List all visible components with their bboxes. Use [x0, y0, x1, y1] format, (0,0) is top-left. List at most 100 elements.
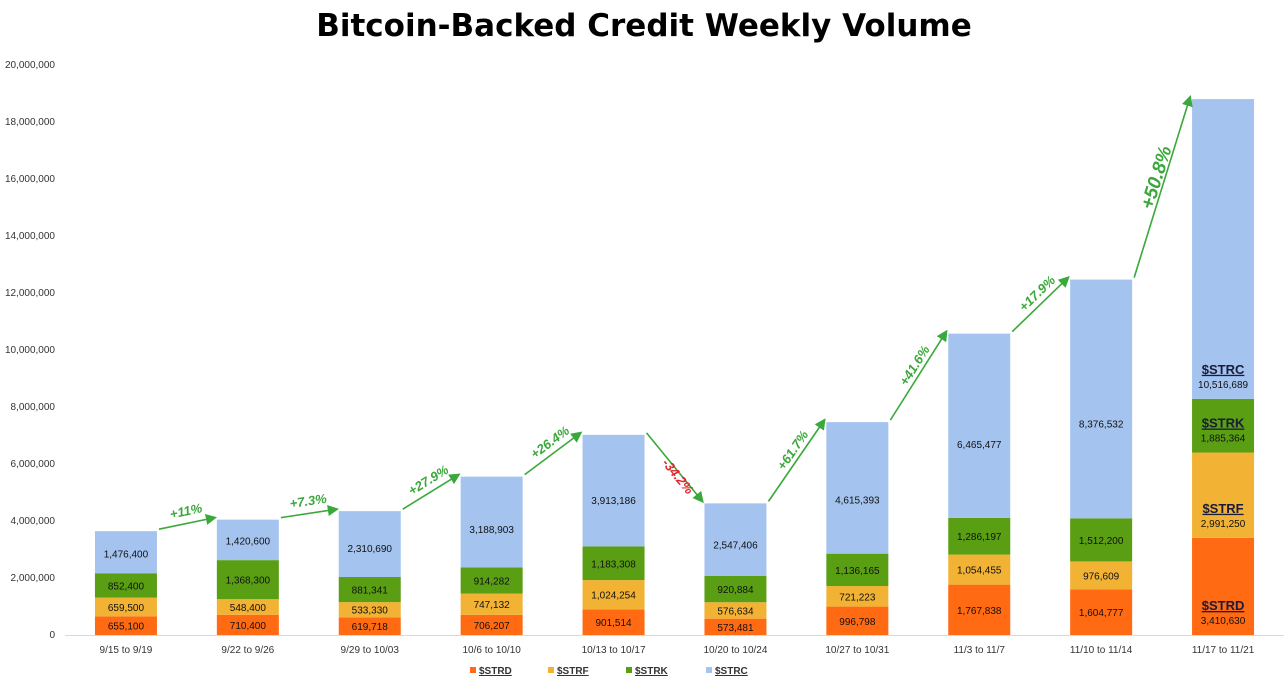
bar-segment-strk[interactable] — [826, 553, 889, 587]
data-label: 1,024,254 — [591, 591, 636, 602]
growth-arrow — [1133, 94, 1193, 278]
bar-segment-strd[interactable] — [216, 614, 279, 635]
y-tick-label: 14,000,000 — [5, 231, 55, 242]
growth-arrow — [767, 418, 826, 502]
bar-segment-strf[interactable] — [826, 586, 889, 607]
y-tick-label: 10,000,000 — [5, 345, 55, 356]
data-label: 10,516,689 — [1198, 380, 1248, 391]
data-label: 914,282 — [474, 577, 511, 588]
bar-segment-strc[interactable] — [460, 476, 523, 568]
legend: $STRD $STRF $STRK $STRC — [470, 666, 748, 677]
bar-segment-strf[interactable] — [582, 580, 645, 610]
data-label: 1,136,165 — [835, 566, 880, 577]
bar-segment-strd[interactable] — [94, 616, 157, 635]
chart-title: Bitcoin-Backed Credit Weekly Volume — [316, 8, 972, 44]
data-label: 706,207 — [474, 621, 511, 632]
bar-segment-strk[interactable] — [94, 573, 157, 598]
x-tick-label: 10/6 to 10/10 — [462, 645, 521, 656]
bar-segment-strc[interactable] — [704, 503, 767, 576]
bar-segment-strd[interactable] — [338, 617, 401, 635]
data-label: 655,100 — [108, 622, 145, 633]
y-tick-label: 0 — [49, 630, 55, 641]
legend-item: $STRC — [715, 666, 748, 677]
bar-segment-strf[interactable] — [460, 593, 523, 615]
bar-segment-strf[interactable] — [1192, 452, 1255, 538]
x-tick-label: 9/29 to 10/03 — [341, 645, 400, 656]
x-tick-label: 11/17 to 11/21 — [1192, 645, 1255, 656]
data-label: 576,634 — [717, 606, 754, 617]
y-tick-label: 20,000,000 — [5, 60, 55, 71]
data-label: 1,476,400 — [104, 549, 149, 560]
data-label: 548,400 — [230, 603, 267, 614]
data-label: 1,512,200 — [1079, 536, 1124, 547]
x-tick-label: 9/15 to 9/19 — [100, 645, 153, 656]
data-label: 619,718 — [352, 622, 389, 633]
bar-segment-strf[interactable] — [704, 602, 767, 619]
bar-segment-strf[interactable] — [94, 597, 157, 617]
bar-segment-strc[interactable] — [216, 519, 279, 561]
data-label: 1,368,300 — [226, 576, 271, 587]
bar-segment-strk[interactable] — [1192, 398, 1255, 453]
bar-segment-strd[interactable] — [704, 618, 767, 635]
bar-segment-strd[interactable] — [826, 606, 889, 635]
legend-swatch — [626, 667, 632, 673]
data-label: 1,286,197 — [957, 532, 1002, 543]
x-tick-label: 10/20 to 10/24 — [703, 645, 767, 656]
bar-segment-strc[interactable] — [1192, 99, 1255, 399]
data-label: 2,991,250 — [1201, 519, 1246, 530]
data-label: 901,514 — [595, 618, 632, 629]
data-label: 920,884 — [717, 585, 754, 596]
bar-segment-strc[interactable] — [948, 333, 1011, 518]
y-tick-label: 8,000,000 — [11, 402, 56, 413]
series-tag-strd: $STRD — [1202, 598, 1245, 613]
bar-segment-strc[interactable] — [826, 422, 889, 554]
bar-segment-strd[interactable] — [1192, 537, 1255, 635]
series-tag-strk: $STRK — [1202, 416, 1245, 431]
data-label: 747,132 — [474, 600, 511, 611]
bar-segment-strk[interactable] — [460, 567, 523, 594]
bar-segment-strf[interactable] — [948, 554, 1011, 585]
bar-segment-strf[interactable] — [1070, 561, 1133, 590]
bar-segment-strk[interactable] — [216, 560, 279, 600]
data-label: 1,885,364 — [1201, 434, 1246, 445]
y-axis: 0 2,000,000 4,000,000 6,000,000 8,000,000 10,… — [5, 60, 56, 641]
bar-segment-strk[interactable] — [1070, 518, 1133, 562]
data-label: 1,604,777 — [1079, 608, 1124, 619]
y-tick-label: 2,000,000 — [11, 573, 56, 584]
data-label: 1,183,308 — [591, 559, 636, 570]
bar-segment-strk[interactable] — [948, 517, 1011, 555]
legend-swatch — [548, 667, 554, 673]
bar-segment-strd[interactable] — [460, 614, 523, 635]
data-label: 6,465,477 — [957, 440, 1002, 451]
y-tick-label: 16,000,000 — [5, 174, 55, 185]
data-label: 1,420,600 — [226, 537, 271, 548]
bar-segment-strc[interactable] — [582, 434, 645, 547]
bar-segment-strc[interactable] — [338, 511, 401, 578]
data-label: 659,500 — [108, 603, 145, 614]
data-label: 573,481 — [717, 623, 754, 634]
bar-segment-strc[interactable] — [1070, 279, 1133, 519]
data-label: 4,615,393 — [835, 496, 880, 507]
growth-arrow — [524, 431, 583, 476]
y-tick-label: 18,000,000 — [5, 117, 55, 128]
bar-segment-strk[interactable] — [704, 575, 767, 603]
bar-segment-strf[interactable] — [338, 602, 401, 618]
x-tick-label: 11/10 to 11/14 — [1070, 645, 1133, 656]
bar-segment-strc[interactable] — [94, 531, 157, 574]
bar-segment-strk[interactable] — [582, 546, 645, 581]
bar-segment-strk[interactable] — [338, 577, 401, 603]
bar-segment-strd[interactable] — [582, 609, 645, 635]
bar-segment-strd[interactable] — [1070, 589, 1133, 635]
growth-arrow — [158, 513, 218, 530]
bar-segment-strd[interactable] — [948, 584, 1011, 635]
bar-segment-strf[interactable] — [216, 599, 279, 615]
x-tick-label: 9/22 to 9/26 — [221, 645, 274, 656]
x-tick-label: 10/13 to 10/17 — [582, 645, 646, 656]
data-label: 533,330 — [352, 606, 389, 617]
growth-arrow — [645, 432, 704, 504]
growth-arrow — [402, 473, 461, 510]
y-tick-label: 4,000,000 — [11, 516, 56, 527]
growth-label: -34.2% — [659, 456, 697, 498]
data-label: 721,223 — [839, 592, 876, 603]
